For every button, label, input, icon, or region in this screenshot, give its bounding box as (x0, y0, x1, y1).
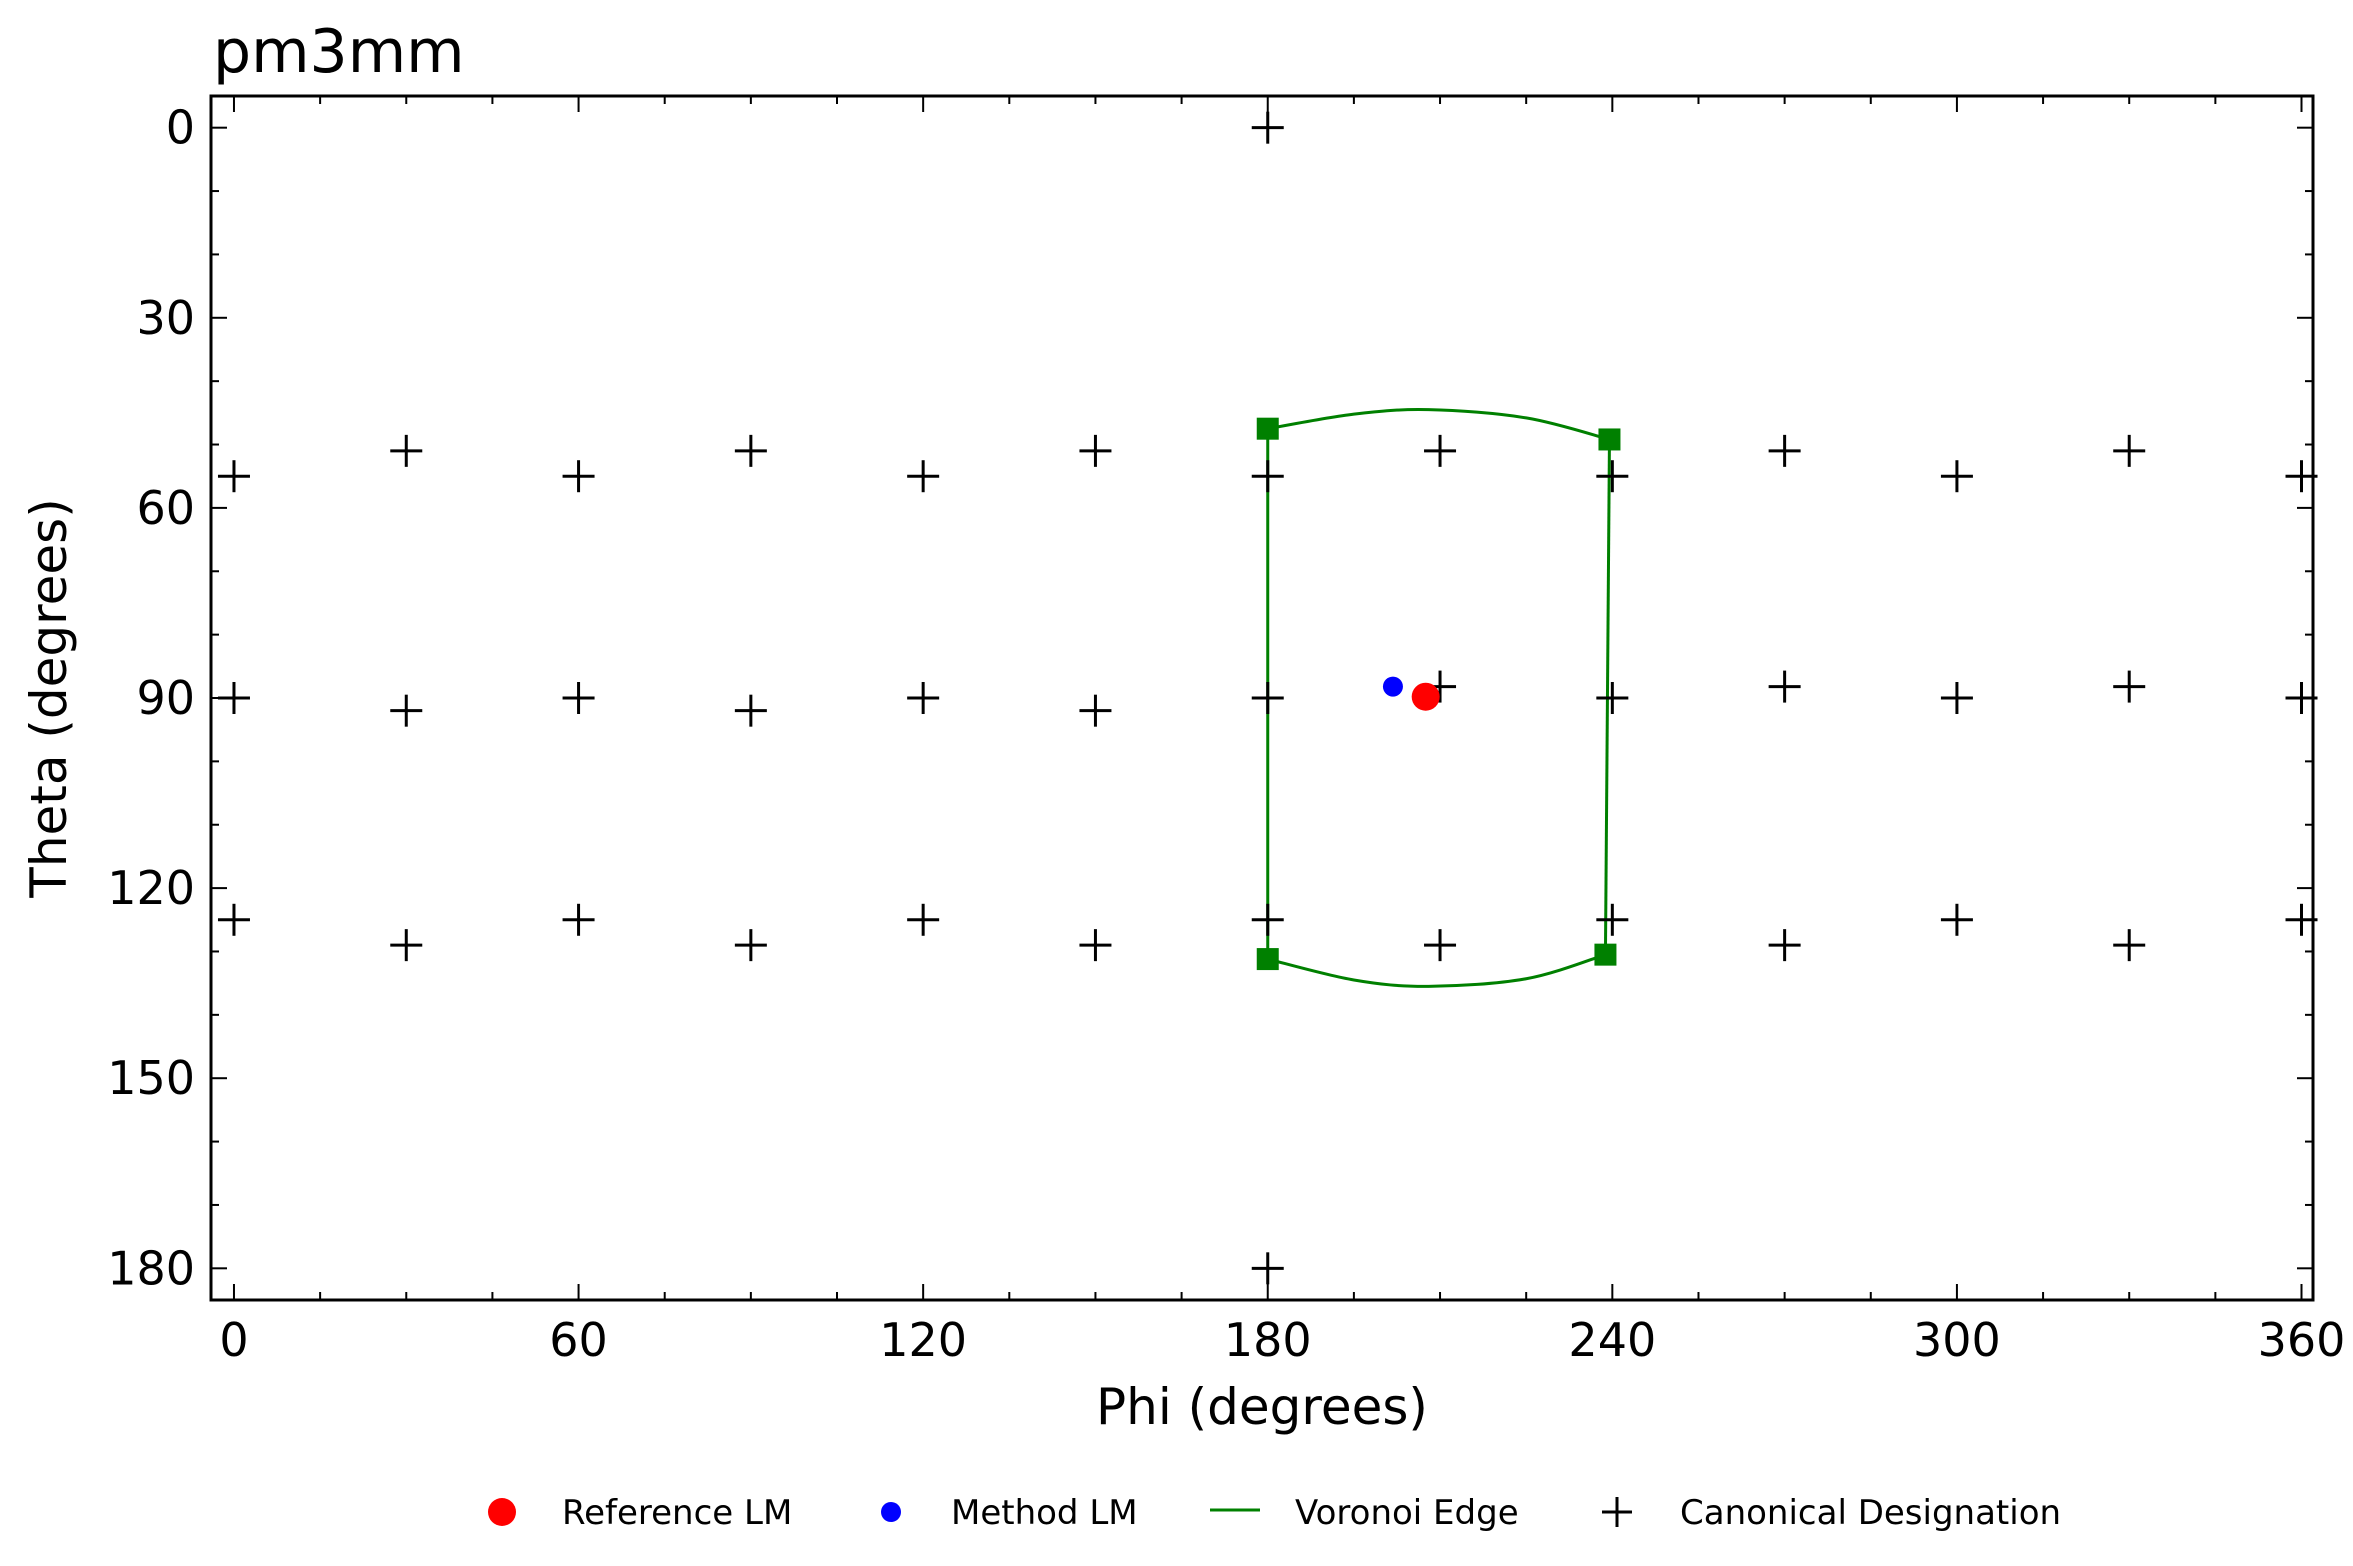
legend-marker-reference-lm (488, 1498, 516, 1526)
canonical-designation-marker (2113, 670, 2146, 703)
x-axis-label: Phi (degrees) (1096, 1378, 1428, 1436)
legend-marker-method-lm (881, 1502, 901, 1522)
canonical-designation-marker (907, 460, 940, 493)
y-tick-label: 90 (136, 671, 195, 725)
canonical-designation-marker (1251, 903, 1284, 936)
y-tick-label: 0 (166, 101, 195, 155)
canonical-designation-marker (1768, 434, 1801, 467)
canonical-designation-marker (562, 682, 595, 714)
canonical-designation-marker (734, 434, 767, 467)
legend-label-reference-lm: Reference LM (562, 1493, 792, 1533)
canonical-designation-marker (217, 460, 250, 493)
x-tick-label: 240 (1568, 1313, 1656, 1367)
canonical-designation-marker (562, 903, 595, 936)
y-tick-label: 120 (107, 861, 195, 915)
voronoi-vertex-2 (1594, 943, 1617, 966)
canonical-designation-marker (1079, 929, 1112, 962)
axis-ticks: 0 60 120 180 240 300 360 0 30 60 90 120 150 180 (107, 96, 2345, 1367)
canonical-designation-marker (1768, 929, 1801, 962)
method-lm-point (1382, 676, 1403, 697)
canonical-designation-marker (907, 682, 940, 714)
chart-title: pm3mm (213, 17, 465, 87)
canonical-designation-marker (2113, 434, 2146, 467)
canonical-designation-marker (562, 460, 595, 493)
canonical-designation-marker (907, 903, 940, 936)
x-tick-label: 0 (219, 1313, 248, 1367)
voronoi-vertex-0 (1256, 417, 1279, 440)
voronoi-vertex-3 (1256, 948, 1279, 971)
y-tick-label: 150 (107, 1051, 195, 1105)
canonical-designation-marker (734, 929, 767, 962)
x-tick-label: 120 (879, 1313, 967, 1367)
canonical-designation-marker (1079, 694, 1112, 727)
canonical-designation-marker (390, 929, 423, 962)
y-axis-label: Theta (degrees) (20, 498, 78, 898)
canonical-designation-marker (1251, 682, 1284, 714)
canonical-designation-marker (2113, 929, 2146, 962)
canonical-designation-marker (217, 903, 250, 936)
legend-marker-canonical-designation (1602, 1497, 1632, 1527)
voronoi-edge-0 (1267, 408, 1610, 441)
canonical-designation-marker (390, 694, 423, 727)
x-tick-label: 60 (549, 1313, 608, 1367)
voronoi-edge-2 (1267, 953, 1606, 988)
canonical-designation-marker (1596, 682, 1629, 714)
canonical-designation-marker (1079, 434, 1112, 467)
y-tick-label: 60 (136, 481, 195, 535)
legend-label-canonical-designation: Canonical Designation (1680, 1493, 2061, 1533)
canonical-designation-marker (1251, 460, 1284, 493)
canonical-designation-marker (1596, 903, 1629, 936)
canonical-designation-marker (1251, 111, 1284, 144)
canonical-designation-marker (1940, 682, 1973, 714)
canonical-designation-marker (1424, 434, 1457, 467)
plot-area (217, 111, 2318, 1285)
legend-label-method-lm: Method LM (951, 1493, 1138, 1533)
canonical-designation-marker (1940, 460, 1973, 493)
legend: Reference LM Method LM Voronoi Edge Cano… (488, 1493, 2061, 1533)
canonical-designation-marker (1596, 460, 1629, 493)
canonical-designation-marker (1251, 1252, 1284, 1285)
legend-label-voronoi-edge: Voronoi Edge (1295, 1493, 1519, 1533)
canonical-designation-marker (1424, 929, 1457, 962)
canonical-designation-marker (1940, 903, 1973, 936)
axes-frame (209, 94, 2315, 1302)
canonical-designation-marker (734, 694, 767, 727)
voronoi-vertex-1 (1598, 428, 1621, 451)
reference-lm-point (1411, 682, 1440, 711)
canonical-designation-marker (1768, 670, 1801, 703)
x-tick-label: 360 (2258, 1313, 2346, 1367)
x-tick-label: 300 (1913, 1313, 2001, 1367)
canonical-designation-marker (390, 434, 423, 467)
x-tick-label: 180 (1224, 1313, 1312, 1367)
y-tick-label: 180 (107, 1241, 195, 1295)
y-tick-label: 30 (136, 291, 195, 345)
